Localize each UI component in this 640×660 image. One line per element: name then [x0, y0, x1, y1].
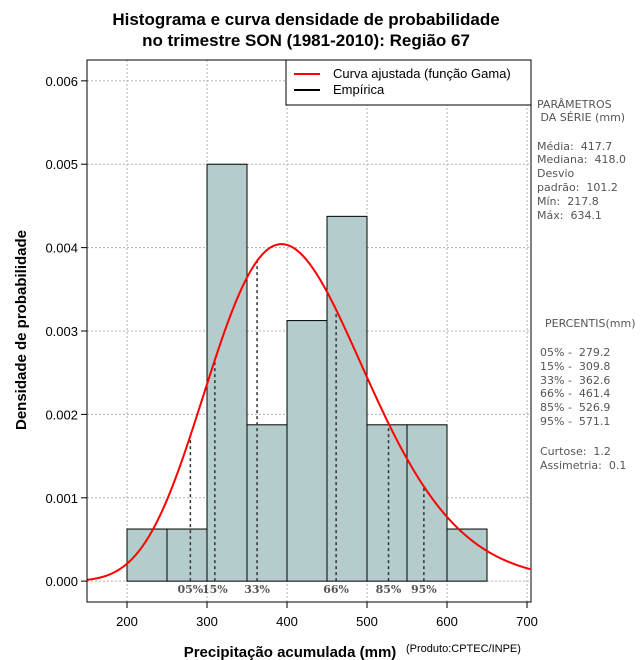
x-tick-label-500: 500	[356, 614, 378, 629]
y-tick-label-4: 0.004	[45, 241, 78, 256]
x-tick-label-400: 400	[276, 614, 298, 629]
x-axis-label: Precipitação acumulada (mm)	[184, 644, 397, 660]
percentile-label-2: 15%	[202, 583, 228, 596]
stats-median: Mediana: 418.0	[537, 153, 626, 166]
percentile-label-4: 66%	[323, 583, 349, 596]
y-axis-label: Densidade de probabilidade	[13, 230, 30, 430]
y-tick-label-5: 0.005	[45, 157, 78, 172]
x-axis-ticks: 200 300 400 500 600 700	[116, 602, 538, 629]
percentile-label-6: 95%	[411, 583, 437, 596]
legend: Curva ajustada (função Gama) Empírica	[285, 59, 532, 106]
stats-sd-label: Desvio	[537, 167, 575, 180]
x-tick-label-600: 600	[436, 614, 458, 629]
percentile-label-1: 05%	[177, 583, 203, 596]
legend-fit-label: Curva ajustada (função Gama)	[333, 66, 511, 81]
chart-title-line2: no trimestre SON (1981-2010): Região 67	[142, 31, 470, 50]
skewness-value: Assimetria: 0.1	[540, 459, 626, 472]
percentile-row-66: 66% - 461.4	[540, 387, 610, 400]
stats-sd: padrão: 101.2	[537, 181, 618, 194]
x-tick-label-700: 700	[516, 614, 538, 629]
stats-min: Mín: 217.8	[537, 195, 599, 208]
kurtosis-value: Curtose: 1.2	[540, 445, 611, 458]
histogram-bar-7	[366, 424, 408, 582]
product-credit: (Produto:CPTEC/INPE)	[406, 643, 521, 655]
y-tick-label-1: 0.001	[45, 491, 78, 506]
histogram-bar-6	[326, 215, 368, 582]
histogram-bar-5	[286, 320, 328, 582]
percentile-row-95: 95% - 571.1	[540, 415, 610, 428]
stats-panel: PARÂMETROS DA SÉRIE (mm) Média: 417.7 Me…	[537, 98, 626, 222]
x-tick-label-200: 200	[116, 614, 138, 629]
histogram-bar-2	[166, 528, 208, 582]
percentile-row-85: 85% - 526.9	[540, 401, 610, 414]
percentiles-panel: PERCENTIS(mm) 05% - 279.2 15% - 309.8 33…	[540, 317, 636, 472]
percentile-row-33: 33% - 362.6	[540, 374, 610, 387]
percentile-lines: 05%15% 33% 66% 85% 95%	[177, 260, 437, 596]
stats-title-line2: DA SÉRIE (mm)	[537, 111, 625, 124]
percentile-row-15: 15% - 309.8	[540, 360, 610, 373]
percentile-row-05: 05% - 279.2	[540, 346, 610, 359]
legend-empirical-label: Empírica	[333, 82, 385, 97]
percentile-label-3: 33%	[244, 583, 270, 596]
x-tick-label-300: 300	[196, 614, 218, 629]
percentiles-title: PERCENTIS(mm)	[545, 317, 636, 330]
stats-mean: Média: 417.7	[537, 140, 612, 153]
histogram-bar-4	[246, 424, 288, 582]
chart-title-line1: Histograma e curva densidade de probabil…	[112, 10, 499, 29]
y-tick-label-0: 0.000	[45, 574, 78, 589]
y-tick-label-6: 0.006	[45, 74, 78, 89]
y-axis-ticks: 0.000 0.001 0.002 0.003 0.004 0.005 0.006	[45, 74, 87, 589]
histogram-bar-1	[126, 528, 168, 582]
stats-max: Máx: 634.1	[537, 209, 602, 222]
y-tick-label-2: 0.002	[45, 407, 78, 422]
histogram-bar-8	[406, 424, 448, 582]
y-tick-label-3: 0.003	[45, 324, 78, 339]
gamma-density-curve	[86, 243, 531, 581]
legend-box	[285, 59, 532, 106]
percentile-label-5: 85%	[376, 583, 402, 596]
histogram-bar-3	[206, 163, 248, 582]
histogram-bars	[126, 163, 488, 582]
density-curve-group	[86, 243, 531, 581]
stats-title-line1: PARÂMETROS	[537, 98, 612, 111]
